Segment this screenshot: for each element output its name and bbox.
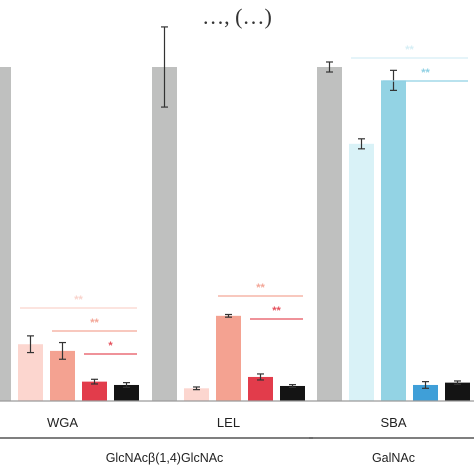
significance-wga-3: * (84, 340, 137, 355)
bar-lel-3 (216, 315, 241, 401)
significance-label: ** (272, 305, 281, 317)
significance-layer: ************* (20, 44, 468, 355)
significance-sba-2: ** (383, 67, 468, 82)
significance-label: ** (405, 44, 414, 56)
bar-lel-1 (152, 67, 177, 401)
error-bar-lel-1 (161, 26, 168, 108)
significance-sba-1: ** (351, 44, 468, 59)
x-tick-label-wga: WGA (47, 415, 78, 430)
error-bar-lel-3 (225, 313, 232, 318)
error-bar-sba-3 (390, 69, 397, 91)
significance-label: ** (256, 282, 265, 294)
chart-title: …, (…) (202, 4, 272, 29)
bar-lel-4 (248, 376, 273, 401)
bar-wga-4 (82, 381, 107, 401)
bar-sba-5 (445, 382, 470, 401)
x-tick-label-lel: LEL (217, 415, 240, 430)
bar-sba-4 (413, 384, 438, 401)
error-bar-wga-5 (123, 382, 130, 388)
bar-lel-2 (184, 388, 209, 401)
error-bar-wga-3 (59, 341, 66, 360)
significance-lel-1: ** (218, 282, 303, 297)
bar-wga-2 (18, 344, 43, 401)
error-bar-sba-4 (422, 381, 429, 389)
group-label: GlcNAcβ(1,4)GlcNAc (106, 451, 224, 465)
error-bar-sba-1 (326, 61, 333, 73)
significance-lel-2: ** (250, 305, 303, 320)
group-label: GalNAc (372, 451, 415, 465)
error-bar-wga-4 (91, 378, 98, 385)
x-tick-labels: WGA LEL SBA (47, 415, 407, 430)
significance-label: ** (421, 67, 430, 79)
group-labels: GlcNAcβ(1,4)GlcNAc GalNAc (0, 437, 474, 465)
significance-label: ** (74, 294, 83, 306)
significance-label: ** (90, 317, 99, 329)
group-bracket-2: GalNAc (309, 437, 474, 465)
bar-sba-2 (349, 143, 374, 401)
significance-wga-2: ** (52, 317, 137, 332)
significance-wga-1: ** (20, 294, 137, 309)
error-bar-sba-2 (358, 138, 365, 150)
bar-lel-5 (280, 385, 305, 401)
error-bar-lel-2 (193, 386, 200, 391)
x-tick-label-sba: SBA (380, 415, 406, 430)
error-bar-sba-5 (454, 380, 461, 385)
group-bracket-1: GlcNAcβ(1,4)GlcNAc (0, 437, 313, 465)
bars-layer (0, 26, 470, 402)
bar-sba-3 (381, 80, 406, 402)
bar-wga-5 (114, 384, 139, 401)
error-bar-lel-4 (257, 373, 264, 381)
error-bar-lel-5 (289, 384, 296, 388)
error-bar-wga-2 (27, 335, 34, 354)
bar-sba-1 (317, 67, 342, 401)
significance-label: * (108, 340, 113, 352)
bar-wga-1 (0, 67, 11, 401)
